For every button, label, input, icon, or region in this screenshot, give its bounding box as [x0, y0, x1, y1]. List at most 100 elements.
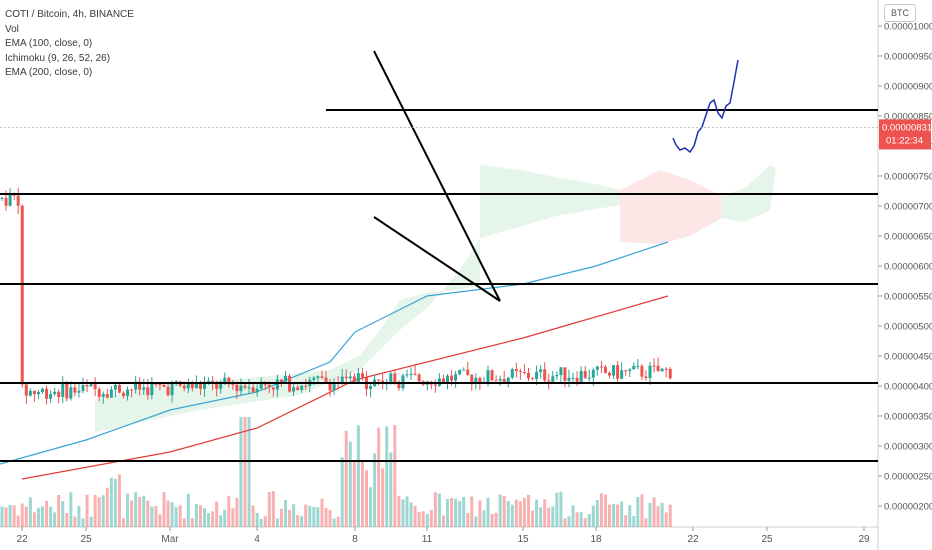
volume-bar: [77, 505, 81, 527]
candle-body: [227, 377, 231, 385]
candle-body: [259, 381, 263, 389]
volume-bar: [154, 505, 158, 527]
volume-bar: [255, 512, 259, 527]
candle-body: [53, 391, 57, 395]
volume-bar: [624, 515, 628, 527]
candle-body: [660, 368, 664, 372]
volume-bar: [482, 510, 486, 527]
volume-bar: [211, 511, 215, 527]
x-tick-label: 22: [687, 534, 699, 545]
volume-bar: [109, 477, 113, 527]
volume-bar: [231, 508, 235, 527]
candle-body: [664, 368, 668, 370]
volume-bar: [263, 516, 267, 527]
volume-bar: [527, 494, 530, 527]
volume-bar: [450, 497, 454, 527]
volume-bar: [563, 518, 567, 527]
candle-body: [393, 373, 397, 383]
candle-body: [539, 369, 543, 372]
candle-body: [45, 388, 49, 399]
volume-bar: [122, 518, 125, 527]
candle-body: [441, 378, 445, 383]
volume-bar: [284, 499, 287, 527]
candle-body: [4, 197, 8, 206]
volume-bar: [454, 498, 458, 527]
candle-body: [360, 373, 364, 378]
candle-body: [401, 375, 405, 389]
candle-body: [527, 372, 530, 379]
candle-body: [235, 384, 239, 392]
volume-bar: [207, 513, 211, 527]
candle-body: [470, 374, 474, 384]
candle-body: [271, 387, 275, 390]
candle-body: [640, 365, 644, 377]
y-tick-label: 0.00000850: [884, 112, 932, 123]
volume-bar: [36, 507, 40, 527]
candle-body: [142, 387, 146, 390]
candle-body: [490, 370, 494, 381]
volume-bar: [498, 494, 502, 527]
volume-bar: [522, 497, 526, 527]
candle-body: [583, 371, 587, 378]
time-axis: 22 25 Mar 4 8 11 15 18 22 25 29: [16, 527, 870, 545]
volume-bar: [413, 505, 417, 527]
wedge-lower-line: [373, 216, 501, 302]
volume-bar: [352, 460, 356, 527]
candle-body: [648, 365, 652, 378]
volume-bar: [146, 500, 150, 527]
candle-body: [134, 381, 138, 390]
volume-bar: [531, 510, 535, 527]
volume-bar: [446, 499, 449, 527]
volume-bar: [32, 512, 36, 527]
volume-bar: [138, 496, 142, 527]
candle-body: [433, 384, 437, 386]
candle-body: [478, 377, 482, 383]
candle-body: [498, 379, 502, 381]
volume-bar: [591, 505, 595, 527]
candle-body: [279, 379, 283, 382]
legend-ema100: EMA (100, close, 0): [5, 38, 93, 49]
volume-bar: [599, 493, 603, 527]
volume-bar: [73, 516, 77, 527]
volume-bar: [194, 503, 198, 527]
candle-body: [57, 391, 61, 398]
volume-bar: [603, 494, 607, 527]
volume-bar: [608, 504, 611, 527]
candle-body: [502, 379, 506, 383]
candle-body: [324, 377, 328, 383]
volume-bar: [405, 496, 409, 527]
legend-ema200: EMA (200, close, 0): [5, 67, 93, 78]
volume-bar: [360, 459, 364, 527]
candle-body: [304, 385, 308, 387]
candle-body: [162, 384, 166, 387]
volume-bar: [89, 516, 93, 527]
volume-bar: [170, 502, 174, 527]
candle-body: [616, 365, 620, 379]
y-tick-label: 0.00000300: [884, 442, 932, 453]
volume-bar: [579, 512, 583, 527]
candle-body: [24, 384, 28, 396]
volume-bar: [490, 513, 494, 527]
volume-bar: [117, 474, 121, 527]
candle-body: [450, 375, 454, 381]
candle-body: [158, 383, 162, 385]
candle-body: [522, 372, 526, 374]
volume-bar: [134, 491, 138, 527]
price-axis: 0.00001000 0.00000950 0.00000900 0.00000850…: [878, 22, 932, 513]
volume-bar: [636, 496, 640, 527]
volume-bar: [409, 502, 413, 527]
volume-bar: [69, 492, 73, 527]
ichimoku-cloud-green: [95, 165, 620, 432]
volume-bar: [300, 516, 304, 527]
volume-bar: [433, 492, 437, 527]
currency-badge[interactable]: BTC: [884, 4, 916, 22]
candle-body: [138, 381, 142, 390]
volume-bar: [502, 495, 506, 527]
volume-bar: [628, 505, 632, 527]
candle-body: [73, 387, 77, 393]
y-tick-label: 0.00000250: [884, 472, 932, 483]
candle-body: [117, 384, 121, 393]
volume-bar: [316, 507, 320, 527]
